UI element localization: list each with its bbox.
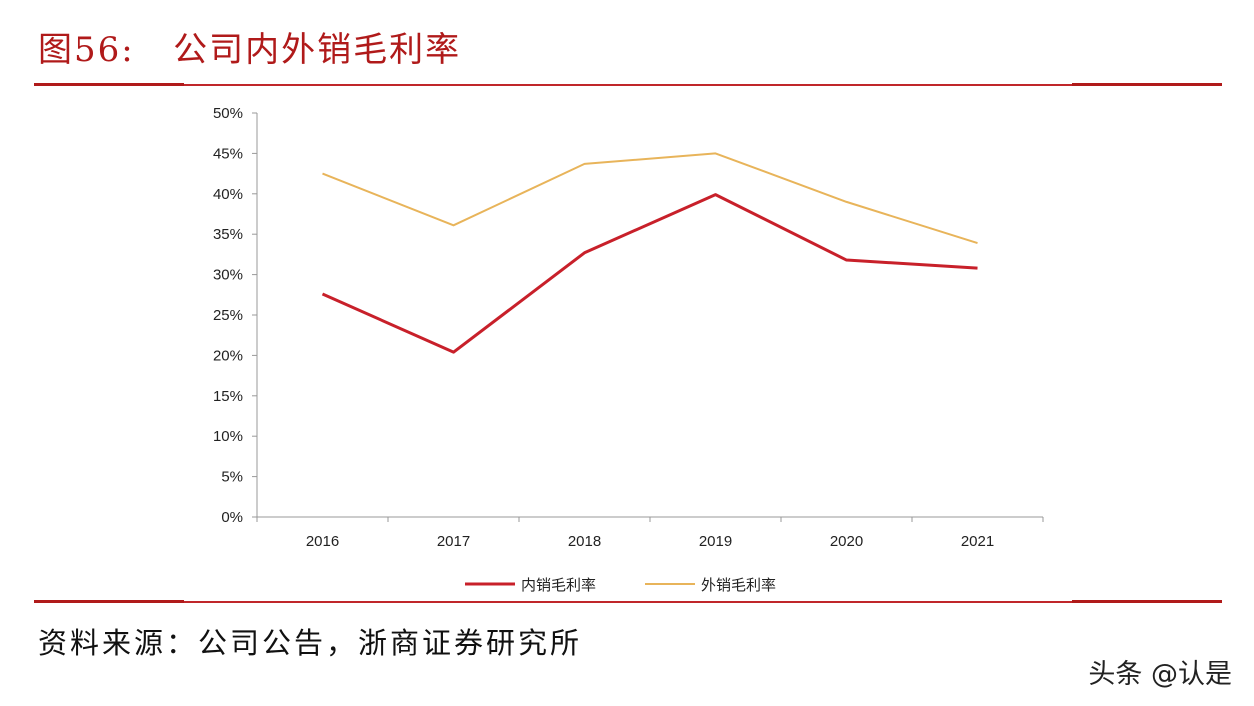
legend-label: 外销毛利率 (701, 576, 776, 594)
x-tick-label: 2020 (830, 533, 863, 550)
y-tick-label: 40% (213, 186, 243, 203)
x-tick-label: 2016 (306, 533, 339, 550)
y-tick-label: 5% (221, 469, 243, 486)
watermark: 头条 @认是 (1088, 659, 1232, 690)
figure-title: 图56: 公司内外销毛利率 (38, 30, 462, 70)
y-tick-label: 35% (213, 226, 243, 243)
y-tick-label: 45% (213, 145, 243, 162)
x-tick-label: 2018 (568, 533, 601, 550)
y-tick-label: 20% (213, 347, 243, 364)
y-tick-label: 0% (221, 509, 243, 526)
x-tick-label: 2017 (437, 533, 470, 550)
top-divider (34, 83, 1222, 86)
bottom-divider (34, 600, 1222, 603)
series-line-domestic (321, 193, 978, 354)
legend-label: 内销毛利率 (521, 576, 596, 594)
y-tick-label: 30% (213, 267, 243, 284)
series-line-export (322, 152, 978, 245)
y-tick-label: 50% (213, 105, 243, 122)
y-tick-label: 15% (213, 388, 243, 405)
source-note: 资料来源：公司公告，浙商证券研究所 (38, 626, 583, 660)
x-tick-label: 2021 (961, 533, 994, 550)
y-tick-label: 10% (213, 428, 243, 445)
y-tick-label: 25% (213, 307, 243, 324)
x-tick-label: 2019 (699, 533, 732, 550)
